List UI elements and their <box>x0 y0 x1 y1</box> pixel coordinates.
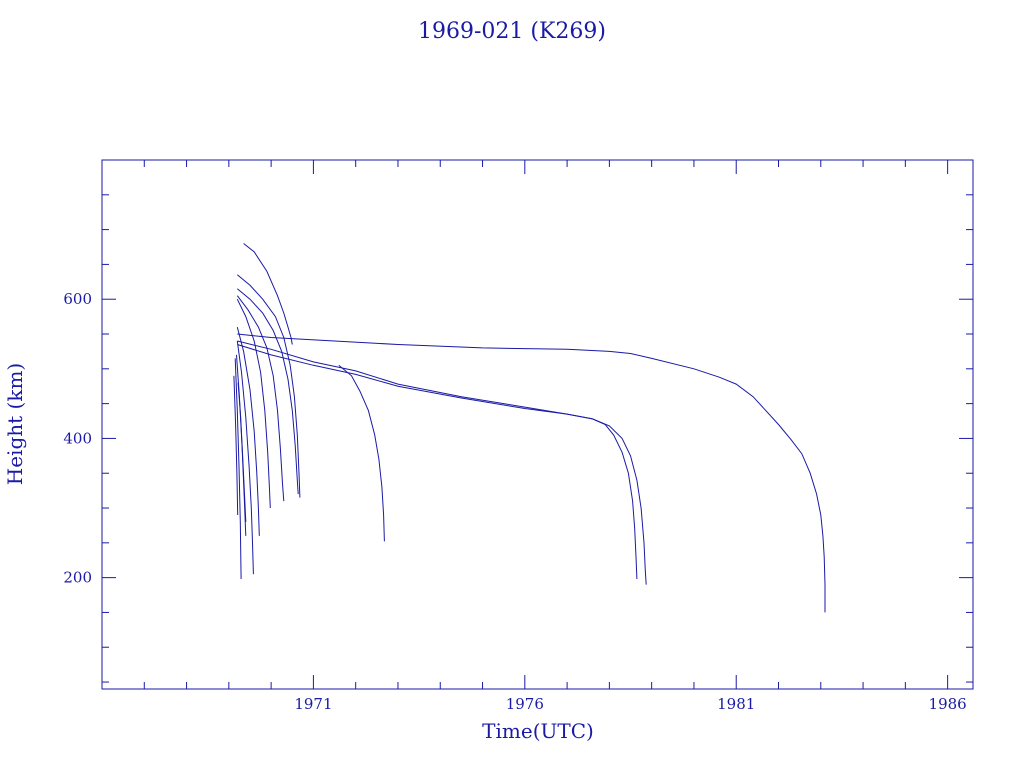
y-tick-label: 200 <box>63 569 92 587</box>
x-tick-label: 1986 <box>929 695 967 713</box>
decay-trace <box>233 375 239 516</box>
decay-trace <box>237 333 826 613</box>
plot-frame <box>101 159 974 690</box>
decay-trace <box>236 295 285 502</box>
x-axis-label: Time(UTC) <box>482 719 594 743</box>
decay-trace <box>236 326 260 536</box>
decay-trace <box>243 243 293 345</box>
decay-trace <box>338 364 385 542</box>
decay-trace <box>237 382 247 522</box>
x-tick-label: 1976 <box>506 695 544 713</box>
y-tick-label: 600 <box>63 290 92 308</box>
axis-ticks <box>101 159 973 689</box>
decay-trace <box>236 298 271 509</box>
axis-tick-labels: 1971 1976 1981 1986 200 400 600 <box>63 290 966 713</box>
decay-trace <box>236 340 254 575</box>
decay-trace <box>234 358 242 580</box>
decay-trace <box>237 344 638 580</box>
y-axis-label: Height (km) <box>3 363 27 485</box>
x-tick-label: 1971 <box>294 695 332 713</box>
y-tick-label: 400 <box>63 429 92 447</box>
decay-traces <box>233 243 826 613</box>
x-tick-label: 1981 <box>717 695 755 713</box>
decay-trace <box>236 288 299 495</box>
chart-title: 1969-021 (K269) <box>418 19 606 44</box>
decay-trace <box>236 274 301 498</box>
